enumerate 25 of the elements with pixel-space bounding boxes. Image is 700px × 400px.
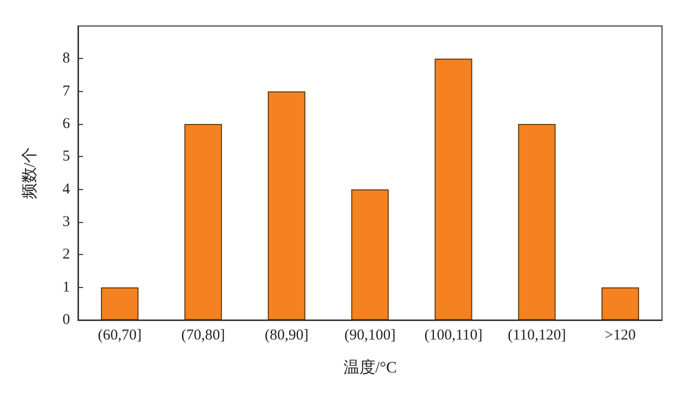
bar [602,287,640,320]
x-tick-label: (60,70] [98,328,142,344]
y-tick-label: 0 [62,312,70,328]
bar [518,124,556,320]
bar [268,91,306,320]
y-tick-label: 5 [62,148,70,165]
x-tick-label: (100,110] [424,328,483,344]
x-axis-title: 温度/°C [343,358,397,376]
y-tick-label: 3 [62,214,70,230]
y-tick-label: 4 [62,181,70,198]
x-tick-label: (90,100] [344,328,396,344]
bar [184,124,222,320]
y-tick-label: 6 [62,116,70,132]
bar [434,58,472,320]
x-tick-label: (80,90] [264,328,308,344]
bar [351,189,389,320]
y-axis-title: 频数/个 [20,146,38,200]
y-tick-label: 1 [62,279,70,296]
x-tick-label: (70,80] [181,328,226,344]
y-tick-label: 2 [62,246,70,263]
x-tick-label: >120 [604,328,636,344]
bar [100,287,138,320]
x-tick-label: (110,120] [508,328,566,344]
y-tick-label: 7 [62,83,70,100]
y-tick-label: 8 [62,50,70,67]
